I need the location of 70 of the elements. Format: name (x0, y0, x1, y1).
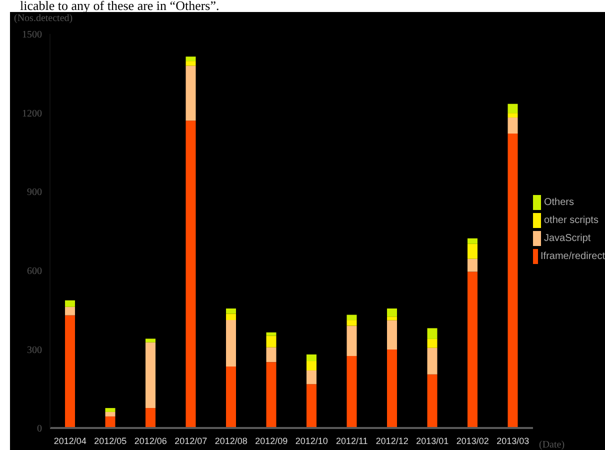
bar (387, 316, 397, 320)
bar (427, 328, 438, 339)
bar (146, 342, 156, 408)
bar (186, 120, 196, 428)
bar (427, 348, 438, 374)
y-tick-label: 300 (27, 344, 42, 356)
legend-label: Others (544, 197, 574, 208)
bar (266, 336, 276, 348)
legend-label: other scripts (544, 215, 598, 226)
bar (146, 338, 156, 342)
bar (266, 362, 276, 428)
x-tick-label: 2012/04 (54, 436, 86, 446)
bar (346, 326, 357, 356)
bar (468, 238, 478, 244)
bar (306, 384, 316, 428)
y-axis-title: (Nos.detected) (14, 13, 73, 24)
bar (508, 113, 518, 118)
bar (306, 370, 316, 384)
bar (226, 314, 236, 320)
x-tick-label: 2012/09 (255, 436, 288, 446)
x-tick-label: 2012/07 (174, 436, 208, 446)
bar (105, 412, 116, 416)
bar (306, 354, 316, 362)
y-tick-label: 600 (27, 266, 42, 277)
bar (508, 104, 518, 114)
bar (508, 134, 518, 428)
x-tick-label: 2012/10 (295, 436, 328, 446)
bar (226, 308, 236, 314)
x-tick-label: 2013/02 (456, 436, 489, 446)
bar (65, 315, 75, 428)
bar (346, 356, 357, 428)
bar (346, 314, 357, 320)
bar (186, 61, 196, 66)
bar (508, 118, 518, 134)
y-tick-label: 0 (37, 424, 42, 435)
text: licable to any of these are in “Others”. (20, 0, 220, 13)
bar (306, 361, 316, 370)
bar (346, 320, 357, 326)
bar (387, 308, 397, 317)
bar (266, 332, 276, 336)
x-tick-label: 2012/06 (134, 436, 167, 446)
bar (226, 320, 236, 367)
x-axis-title: (Date) (539, 440, 565, 450)
bar (266, 347, 276, 362)
bar (427, 374, 438, 428)
y-tick-label: 900 (27, 187, 42, 198)
x-tick-label: 2012/05 (94, 436, 127, 446)
legend-label: JavaScript (544, 233, 591, 244)
bar (105, 416, 116, 428)
bar (387, 320, 397, 350)
bar (146, 408, 156, 428)
bar (186, 66, 196, 121)
x-tick-label: 2013/01 (416, 436, 449, 446)
x-tick-label: 2012/08 (214, 436, 248, 446)
x-tick-label: 2013/03 (496, 436, 530, 446)
legend-label: Iframe/redirect (540, 251, 605, 262)
bar (226, 366, 236, 428)
y-tick-label: 1500 (22, 30, 42, 41)
bar (65, 300, 75, 307)
bar (105, 408, 116, 412)
bar (468, 244, 478, 259)
bar (65, 306, 75, 316)
bar (186, 56, 196, 62)
y-tick-label: 1200 (22, 108, 42, 120)
bar (427, 338, 438, 348)
bar (387, 349, 397, 428)
x-tick-label: 2012/11 (336, 436, 368, 446)
bar (468, 258, 478, 272)
x-tick-label: 2012/12 (376, 436, 408, 446)
bar (468, 272, 478, 428)
